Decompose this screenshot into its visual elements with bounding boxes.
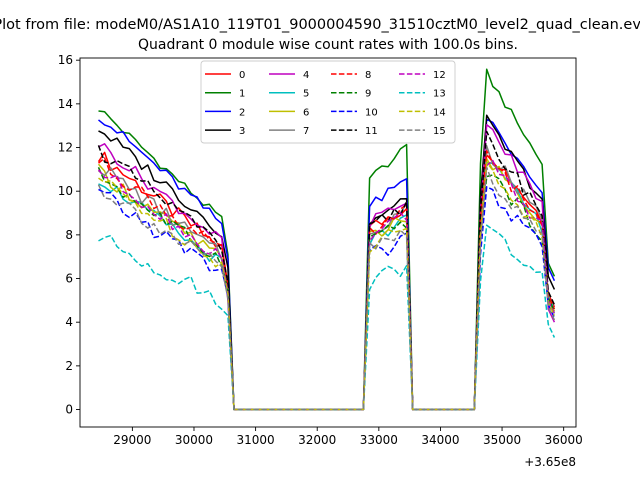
y-tick-label-8: 8	[65, 228, 73, 242]
x-tick-label-35000: 35000	[483, 433, 521, 447]
x-tick-label-31000: 31000	[237, 433, 275, 447]
y-tick-label-6: 6	[65, 272, 73, 286]
legend-label-2: 2	[239, 107, 245, 118]
legend-label-4: 4	[303, 70, 309, 81]
legend-label-15: 15	[433, 126, 446, 137]
axes-frame	[79, 57, 577, 428]
suptitle: Plot from file: modeM0/AS1A10_119T01_900…	[0, 17, 640, 33]
x-tick-label-33000: 33000	[360, 433, 398, 447]
legend-label-8: 8	[365, 70, 371, 81]
x-tick-label-29000: 29000	[113, 433, 151, 447]
legend-label-5: 5	[303, 89, 309, 100]
x-tick-label-36000: 36000	[545, 433, 583, 447]
x-tick-label-32000: 32000	[298, 433, 336, 447]
legend-label-0: 0	[239, 70, 245, 81]
chart-title: Quadrant 0 module wise count rates with …	[138, 37, 518, 53]
legend-label-10: 10	[365, 107, 378, 118]
legend-box	[200, 60, 456, 144]
y-tick-label-0: 0	[65, 403, 73, 417]
x-tick-label-34000: 34000	[421, 433, 459, 447]
legend-label-11: 11	[365, 126, 378, 137]
x-offset-label: +3.65e8	[524, 455, 576, 469]
y-tick-label-4: 4	[65, 315, 73, 329]
series-line-11	[97, 130, 556, 411]
legend-label-1: 1	[239, 89, 245, 100]
legend-label-13: 13	[433, 89, 446, 100]
y-tick-label-2: 2	[65, 359, 73, 373]
legend-label-3: 3	[239, 126, 245, 137]
x-tick-label-30000: 30000	[175, 433, 213, 447]
y-tick-label-16: 16	[58, 53, 73, 67]
y-tick-label-14: 14	[58, 97, 73, 111]
legend-label-12: 12	[433, 70, 446, 81]
y-tick-label-12: 12	[58, 141, 73, 155]
y-tick-label-10: 10	[58, 184, 73, 198]
series-line-15	[97, 166, 556, 411]
plot-area: 29000 30000 31000 32000 33000 34000 35000 36000…	[58, 53, 583, 447]
legend-label-7: 7	[303, 126, 309, 137]
legend-label-9: 9	[365, 89, 371, 100]
legend-label-6: 6	[303, 107, 309, 118]
legend-label-14: 14	[433, 107, 446, 118]
